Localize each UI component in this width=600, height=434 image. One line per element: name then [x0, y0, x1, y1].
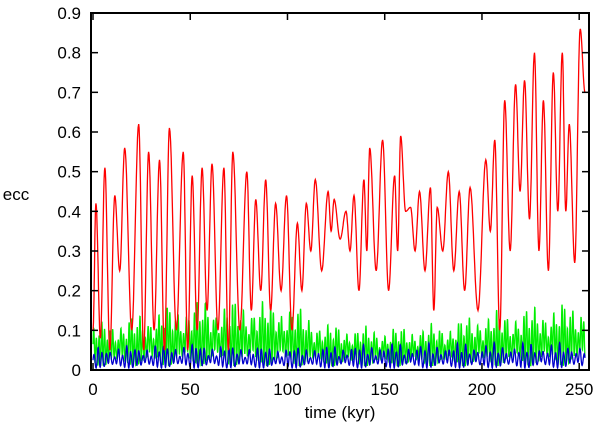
- y-tick-label: 0.7: [57, 83, 81, 102]
- x-tick-label: 150: [371, 380, 399, 399]
- x-tick-label: 100: [273, 380, 301, 399]
- x-tick-label: 0: [88, 380, 97, 399]
- y-tick-label: 0.6: [57, 123, 81, 142]
- y-axis-label: ecc: [3, 185, 30, 204]
- y-tick-label: 0.1: [57, 321, 81, 340]
- plot-frame: [90, 12, 590, 371]
- y-tick-label: 0.2: [57, 282, 81, 301]
- x-axis-label: time (kyr): [305, 403, 376, 422]
- y-tick-label: 0.3: [57, 242, 81, 261]
- y-tick-label: 0: [72, 361, 81, 380]
- plot-series: [92, 28, 586, 370]
- axis-ticks: 0 50 100 150 200 250 0 0.1 0.2 0.3 0.4 0.5 0.6 0.7 0.8…: [57, 4, 593, 399]
- x-tick-label: 250: [565, 380, 593, 399]
- x-tick-label: 200: [468, 380, 496, 399]
- red-series-line: [92, 28, 586, 351]
- x-tick-label: 50: [181, 380, 200, 399]
- y-tick-label: 0.8: [57, 44, 81, 63]
- y-tick-label: 0.5: [57, 163, 81, 182]
- y-tick-label: 0.4: [57, 202, 81, 221]
- y-tick-label: 0.9: [57, 4, 81, 23]
- blue-series-line: [92, 340, 586, 370]
